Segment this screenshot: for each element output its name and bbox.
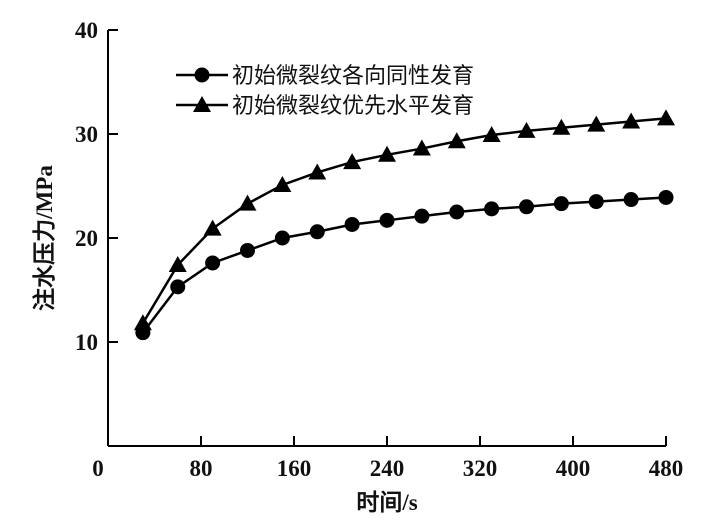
data-point [622,112,641,129]
data-point [168,256,187,273]
y-tick-label: 40 [75,18,98,43]
legend-marker [193,96,211,112]
y-tick-label: 10 [75,330,98,355]
data-point [553,196,569,212]
y-tick-label: 30 [75,122,98,147]
data-point [274,230,290,246]
x-tick-label: 160 [277,456,312,481]
data-point [412,139,431,156]
data-point [414,208,430,224]
data-point [203,219,222,236]
x-tick-label: 480 [649,456,684,481]
data-point [379,212,395,228]
x-tick-label: 240 [370,456,405,481]
data-point [552,118,571,135]
data-point [273,175,292,192]
series-line [141,117,667,324]
data-point [170,279,186,295]
legend-label: 初始微裂纹优先水平发育 [232,93,474,118]
series-2 [133,109,675,331]
series-line [141,196,667,334]
data-point [623,192,639,208]
data-point [517,121,536,138]
data-point [588,194,604,210]
data-point [343,153,362,170]
data-point [240,242,255,258]
data-point [484,201,500,217]
series-1 [135,189,674,341]
y-axis-label: 注水压力/MPa [31,165,57,311]
data-point [133,314,152,331]
legend-item: 初始微裂纹各向同性发育 [176,63,474,88]
legend-marker [194,67,210,83]
y-tick-label: 20 [75,226,98,251]
data-point [378,145,396,162]
data-point [587,115,606,132]
data-point [447,132,466,149]
x-axis-label: 时间/s [356,490,417,515]
data-point [309,224,325,240]
data-point [519,199,534,215]
data-point [449,204,465,220]
data-point [657,109,675,126]
data-point [308,163,327,180]
data-point [482,126,501,143]
x-tick-label: 0 [92,456,104,481]
data-point [238,194,257,211]
legend-label: 初始微裂纹各向同性发育 [232,63,474,88]
data-point [344,216,360,232]
legend-item: 初始微裂纹优先水平发育 [176,93,474,118]
x-tick-label: 80 [190,456,213,481]
data-point [658,189,674,205]
x-tick-label: 400 [556,456,591,481]
data-point [205,255,221,271]
x-tick-label: 320 [463,456,498,481]
